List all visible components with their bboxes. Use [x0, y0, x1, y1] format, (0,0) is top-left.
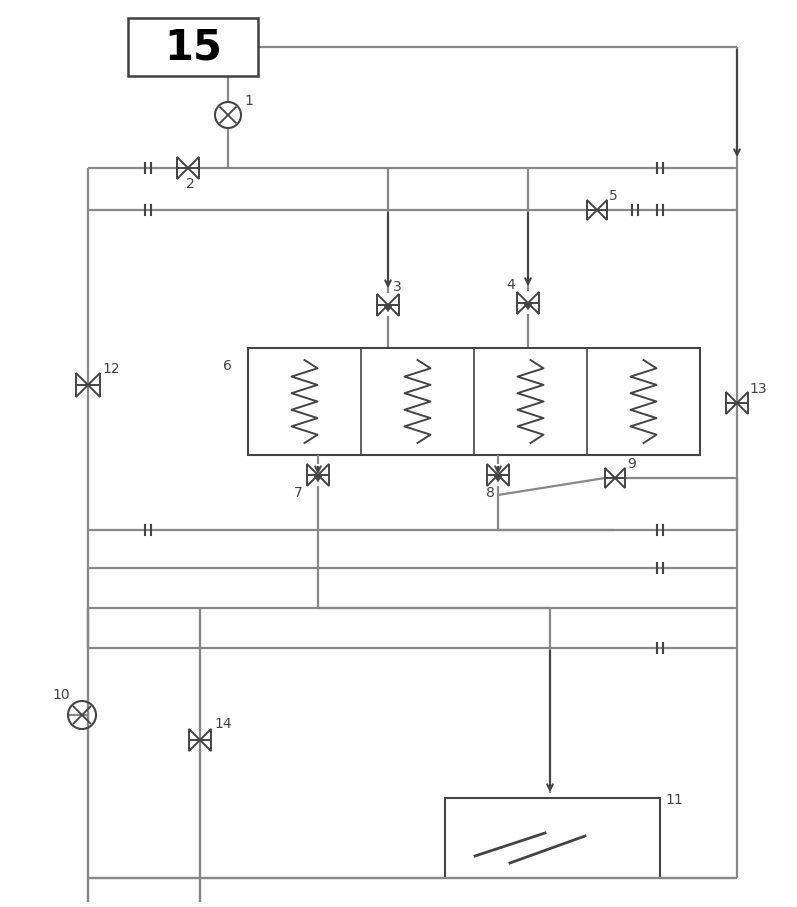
Polygon shape [528, 292, 539, 314]
Polygon shape [493, 475, 502, 482]
Bar [128, 18, 258, 76]
Polygon shape [737, 392, 748, 414]
Text: 2: 2 [186, 177, 194, 191]
Polygon shape [88, 373, 100, 397]
Polygon shape [726, 392, 737, 414]
Polygon shape [605, 468, 615, 488]
Bar [445, 798, 660, 878]
Bar [248, 348, 700, 455]
Polygon shape [615, 468, 625, 488]
Text: 4: 4 [506, 278, 515, 292]
Text: 5: 5 [609, 189, 618, 203]
Polygon shape [487, 464, 498, 486]
Polygon shape [188, 157, 199, 179]
Text: 9: 9 [627, 457, 636, 471]
Polygon shape [377, 294, 388, 316]
Text: 12: 12 [102, 362, 120, 376]
Polygon shape [200, 729, 211, 751]
Text: 7: 7 [294, 486, 303, 500]
Polygon shape [76, 373, 88, 397]
Text: 13: 13 [749, 382, 767, 396]
Polygon shape [524, 303, 532, 309]
Polygon shape [597, 200, 607, 220]
Polygon shape [517, 292, 528, 314]
Polygon shape [189, 729, 200, 751]
Text: 11: 11 [665, 793, 683, 807]
Text: 15: 15 [164, 26, 222, 68]
Polygon shape [177, 157, 188, 179]
Text: 8: 8 [486, 486, 495, 500]
Text: 14: 14 [214, 717, 232, 731]
Text: 1: 1 [244, 94, 253, 108]
Polygon shape [318, 464, 329, 486]
Text: 10: 10 [52, 688, 69, 702]
Polygon shape [313, 475, 323, 482]
Polygon shape [388, 294, 399, 316]
Polygon shape [587, 200, 597, 220]
Text: 3: 3 [393, 280, 402, 294]
Polygon shape [498, 464, 509, 486]
Text: 6: 6 [223, 359, 232, 373]
Polygon shape [383, 305, 392, 312]
Polygon shape [307, 464, 318, 486]
